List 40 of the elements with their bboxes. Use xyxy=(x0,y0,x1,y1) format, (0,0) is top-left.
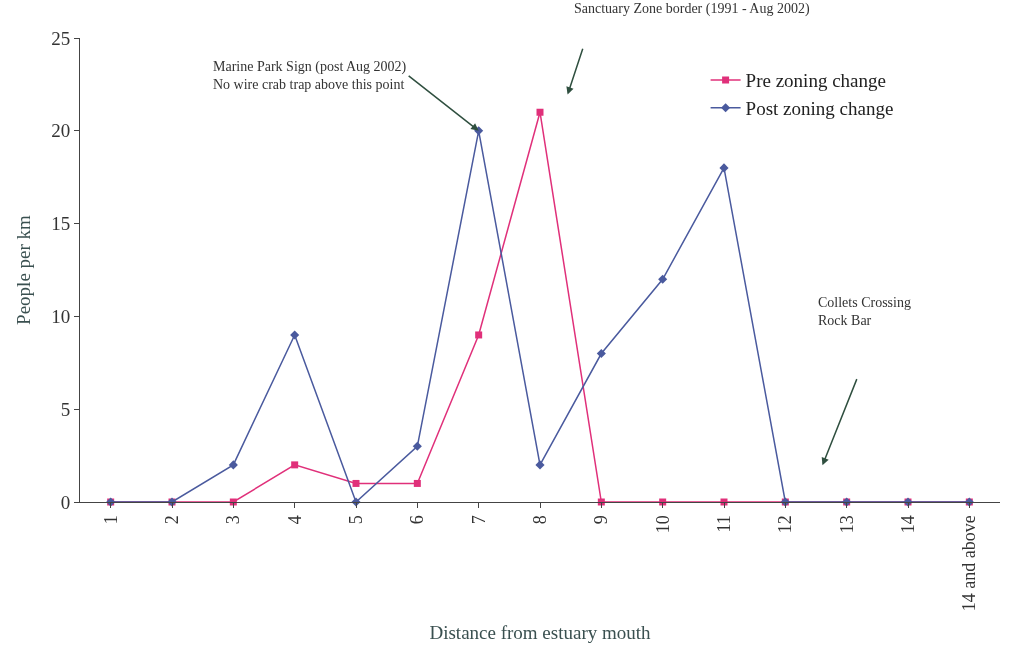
x-tick-label: 4 xyxy=(284,515,305,525)
x-axis-title: Distance from estuary mouth xyxy=(429,621,652,643)
legend-label: Pre zoning change xyxy=(745,70,886,92)
x-tick-label: 1 xyxy=(100,515,121,525)
x-tick-label: 3 xyxy=(223,515,244,525)
x-tick-label: 14 and above xyxy=(959,515,980,612)
point xyxy=(596,348,606,359)
y-tick-label: 20 xyxy=(51,120,71,142)
point xyxy=(658,274,668,284)
x-tick-label: 7 xyxy=(468,515,489,525)
x-tick-label: 10 xyxy=(652,515,673,534)
point xyxy=(412,441,422,451)
x-tick-label: 9 xyxy=(591,515,612,525)
point xyxy=(719,163,729,173)
annotation: Collets Crossing Rock Bar xyxy=(818,295,911,329)
x-tick-label: 12 xyxy=(775,515,796,534)
text: Sanctuary Zone border (1991 - Aug 2002) xyxy=(574,1,810,17)
y-tick-label: 15 xyxy=(51,213,71,235)
legend-label: Post zoning change xyxy=(745,98,894,120)
point xyxy=(413,479,421,487)
annotation: Marine Park Sign (post Aug 2002) No wire crab trap above this point xyxy=(213,59,407,93)
y-tick-label: 25 xyxy=(51,27,71,49)
y-tick-label: 0 xyxy=(60,491,71,513)
point xyxy=(475,331,483,339)
y-tick-label: 5 xyxy=(60,398,71,420)
point xyxy=(290,330,300,340)
y-axis-title: People per km xyxy=(13,214,35,325)
y-tick-label: 10 xyxy=(51,306,71,328)
point xyxy=(352,479,360,487)
x-tick-label: 6 xyxy=(407,515,428,525)
point xyxy=(536,108,544,116)
x-tick-label: 2 xyxy=(161,515,182,525)
point xyxy=(535,460,545,470)
x-tick-label: 14 xyxy=(897,515,918,534)
point xyxy=(291,461,299,469)
x-tick-label: 5 xyxy=(345,515,366,525)
x-tick-label: 11 xyxy=(713,515,734,533)
x-tick-label: 8 xyxy=(529,515,550,525)
x-tick-label: 13 xyxy=(836,515,857,534)
point xyxy=(228,460,238,470)
